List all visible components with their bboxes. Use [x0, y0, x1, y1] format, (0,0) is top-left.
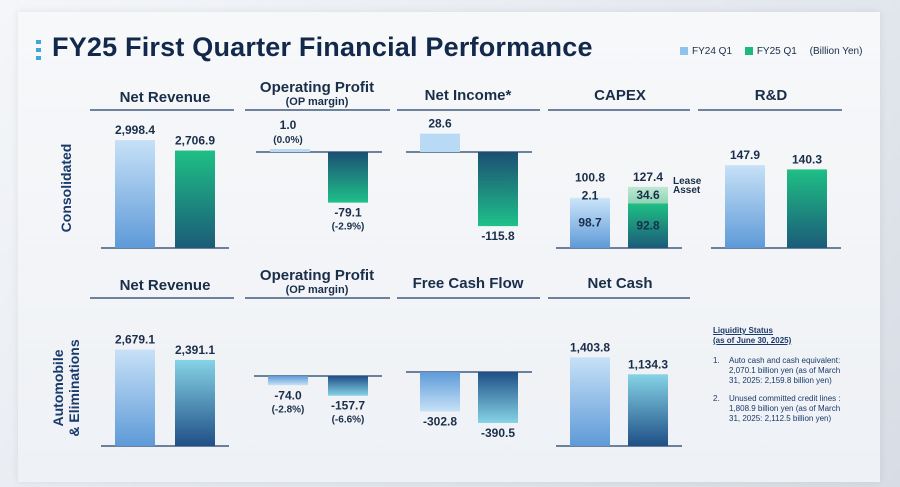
- title-accent-icon: [36, 40, 42, 60]
- bar: [787, 169, 827, 248]
- legend: FY24 Q1 FY25 Q1 (Billion Yen): [680, 46, 862, 57]
- panel-title: Net Revenue: [120, 89, 211, 106]
- liquidity-item-number: 2.: [713, 394, 720, 403]
- bar: [115, 140, 155, 248]
- panel-title: Net Income*: [425, 87, 512, 104]
- bar: [570, 357, 610, 446]
- panel-subtitle: (OP margin): [286, 96, 349, 108]
- bar: [175, 359, 215, 446]
- bar-value-label: 2,391.1: [175, 343, 215, 357]
- liquidity-item-text: Unused committed credit lines : 1,808.9 …: [729, 394, 841, 423]
- bar-value-label: -74.0: [274, 388, 302, 402]
- bar-value-label: -302.8: [423, 415, 457, 429]
- bar: [420, 372, 460, 412]
- bar-total-label: 100.8: [575, 171, 605, 185]
- bar: [628, 374, 668, 446]
- legend-fy24: FY24 Q1: [680, 46, 732, 57]
- panel-subtitle: (OP margin): [286, 284, 349, 296]
- panel-title: Operating Profit: [260, 267, 374, 284]
- page-title: FY25 First Quarter Financial Performance: [52, 32, 593, 62]
- legend-swatch-fy25: [744, 47, 753, 56]
- bar-margin-label: (-2.8%): [272, 404, 305, 415]
- bar-value-label: -390.5: [481, 426, 515, 440]
- panel-title: R&D: [755, 87, 788, 104]
- bar-total-label: 127.4: [633, 170, 663, 184]
- bar-base-label: 98.7: [578, 216, 602, 230]
- bar-lease: [570, 197, 610, 201]
- bar: [478, 372, 518, 423]
- liquidity-heading: Liquidity Status (as of June 30, 2025): [713, 326, 848, 346]
- bar-value-label: 147.9: [730, 148, 760, 162]
- bar-base: [570, 200, 610, 248]
- bar-base-label: 92.8: [636, 218, 660, 232]
- bar: [268, 376, 308, 386]
- bar: [328, 152, 368, 203]
- panel-title: Free Cash Flow: [413, 275, 524, 292]
- bar-value-label: 140.3: [792, 152, 822, 166]
- bar-lease: [628, 186, 668, 204]
- bar: [478, 152, 518, 227]
- liquidity-item: 1. Auto cash and cash equivalent: 2,070.…: [713, 356, 848, 386]
- legend-fy25: FY25 Q1: [744, 46, 797, 57]
- bar-lease-label: 2.1: [582, 189, 599, 203]
- bar: [328, 376, 368, 396]
- lease-annotation: Lease: [673, 176, 702, 187]
- bar-margin-label: (-2.9%): [332, 222, 365, 233]
- bar-value-label: -79.1: [334, 206, 362, 220]
- legend-fy24-label: FY24 Q1: [692, 46, 733, 57]
- bar-value-label: 2,706.9: [175, 134, 215, 148]
- liquidity-item-text: Auto cash and cash equivalent: 2,070.1 b…: [729, 356, 841, 385]
- liquidity-item: 2. Unused committed credit lines : 1,808…: [713, 394, 848, 424]
- lease-annotation: Asset: [673, 185, 701, 196]
- bar: [725, 165, 765, 248]
- liquidity-item-number: 1.: [713, 356, 720, 365]
- bar-margin-label: (0.0%): [273, 135, 302, 146]
- bar-value-label: 1,403.8: [570, 340, 610, 354]
- bar-value-label: 28.6: [428, 117, 452, 131]
- bar-value-label: 2,998.4: [115, 123, 155, 137]
- liquidity-status-note: Liquidity Status (as of June 30, 2025) 1…: [713, 326, 848, 432]
- bar: [175, 150, 215, 248]
- liquidity-heading-line2: (as of June 30, 2025): [713, 336, 792, 345]
- bar: [420, 133, 460, 152]
- bar-lease-label: 34.6: [636, 188, 660, 202]
- bar-value-label: 1.0: [280, 118, 297, 132]
- bar: [270, 149, 310, 152]
- bar-value-label: 1,134.3: [628, 357, 668, 371]
- panel-title: Net Revenue: [120, 277, 211, 294]
- bar-margin-label: (-6.6%): [332, 415, 365, 426]
- bar-value-label: 2,679.1: [115, 333, 155, 347]
- bar-base: [628, 203, 668, 248]
- panel-title: Operating Profit: [260, 79, 374, 96]
- legend-unit: (Billion Yen): [809, 46, 863, 57]
- bar: [115, 349, 155, 446]
- bar-value-label: -115.8: [481, 229, 515, 243]
- liquidity-heading-line1: Liquidity Status: [713, 326, 773, 335]
- panel-title: CAPEX: [594, 87, 646, 104]
- legend-fy25-label: FY25 Q1: [756, 46, 797, 57]
- panel-title: Net Cash: [587, 275, 652, 292]
- legend-swatch-fy24: [680, 47, 688, 56]
- bar-value-label: -157.7: [331, 399, 365, 413]
